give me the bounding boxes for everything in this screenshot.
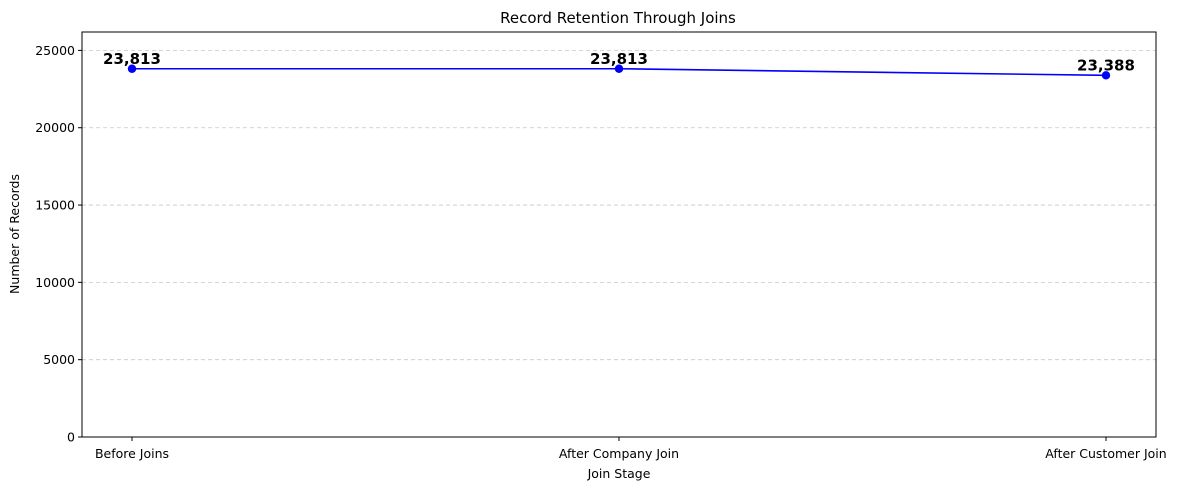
x-tick-label: After Company Join [559,446,679,461]
y-tick-label: 15000 [35,198,75,213]
y-tick-label: 0 [67,430,75,445]
data-label: 23,813 [103,50,161,68]
data-point [614,64,624,73]
y-axis: 0 5000 10000 15000 20000 25000 [35,43,82,445]
y-tick-label: 10000 [35,275,75,290]
data-label: 23,388 [1077,56,1135,74]
plot-frame [81,31,1157,438]
y-tick-label: 5000 [43,352,75,367]
data-point [127,64,137,73]
data-label: 23,813 [590,50,648,68]
chart-title: Record Retention Through Joins [500,9,736,27]
x-tick-label: After Customer Join [1045,446,1166,461]
data-point [1101,71,1111,80]
x-axis-title: Join Stage [587,466,651,481]
y-tick-label: 25000 [35,43,75,58]
y-tick-label: 20000 [35,120,75,135]
x-axis: Before Joins After Company Join After Cust… [95,437,1167,461]
series-layer: 23,813 23,813 23,388 [103,50,1135,80]
grid-lines [82,50,1156,361]
x-tick-label: Before Joins [95,446,169,461]
y-axis-title: Number of Records [7,174,22,294]
